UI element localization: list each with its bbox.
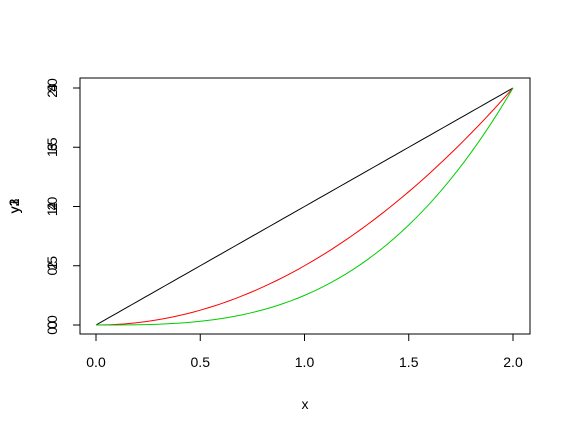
x-axis: 0.0 0.5 1.0 1.5 2.0 xyxy=(86,333,523,370)
y-tick-label: 4 xyxy=(44,84,60,92)
y-axis-label: y1 xyxy=(6,198,22,213)
x-axis-label: x xyxy=(302,396,309,412)
y-axis-label: y3 xyxy=(6,198,22,213)
y-tick-label: 4 xyxy=(44,202,60,210)
y-tick-label: 0 xyxy=(44,321,60,329)
y-tick-label: 2 xyxy=(44,262,60,270)
series-line-0 xyxy=(95,87,514,326)
y-tick-label: 2 xyxy=(44,202,60,210)
series-line-2 xyxy=(96,87,514,326)
x-tick-label: 0.0 xyxy=(86,354,106,370)
y-tick-label: 6 xyxy=(44,143,60,151)
y-tick-label: 1.0 xyxy=(44,197,60,217)
y-axis-label: y2 xyxy=(6,198,22,213)
series-layer xyxy=(95,87,514,326)
x-tick-label: 2.0 xyxy=(503,354,523,370)
y-tick-label: 3 xyxy=(44,143,60,151)
series-line-1 xyxy=(95,87,514,326)
y-tick-label: 8 xyxy=(44,84,60,92)
x-tick-label: 1.5 xyxy=(399,354,419,370)
y-tick-label: 1 xyxy=(44,262,60,270)
x-tick-label: 1.0 xyxy=(295,354,315,370)
y-tick-label: 2.0 xyxy=(44,78,60,98)
y-tick-label: 0.5 xyxy=(44,256,60,276)
y-tick-label: 0 xyxy=(44,321,60,329)
y-tick-label: 1.5 xyxy=(44,137,60,157)
x-tick-label: 0.5 xyxy=(191,354,211,370)
y-tick-label: 0.0 xyxy=(44,315,60,335)
